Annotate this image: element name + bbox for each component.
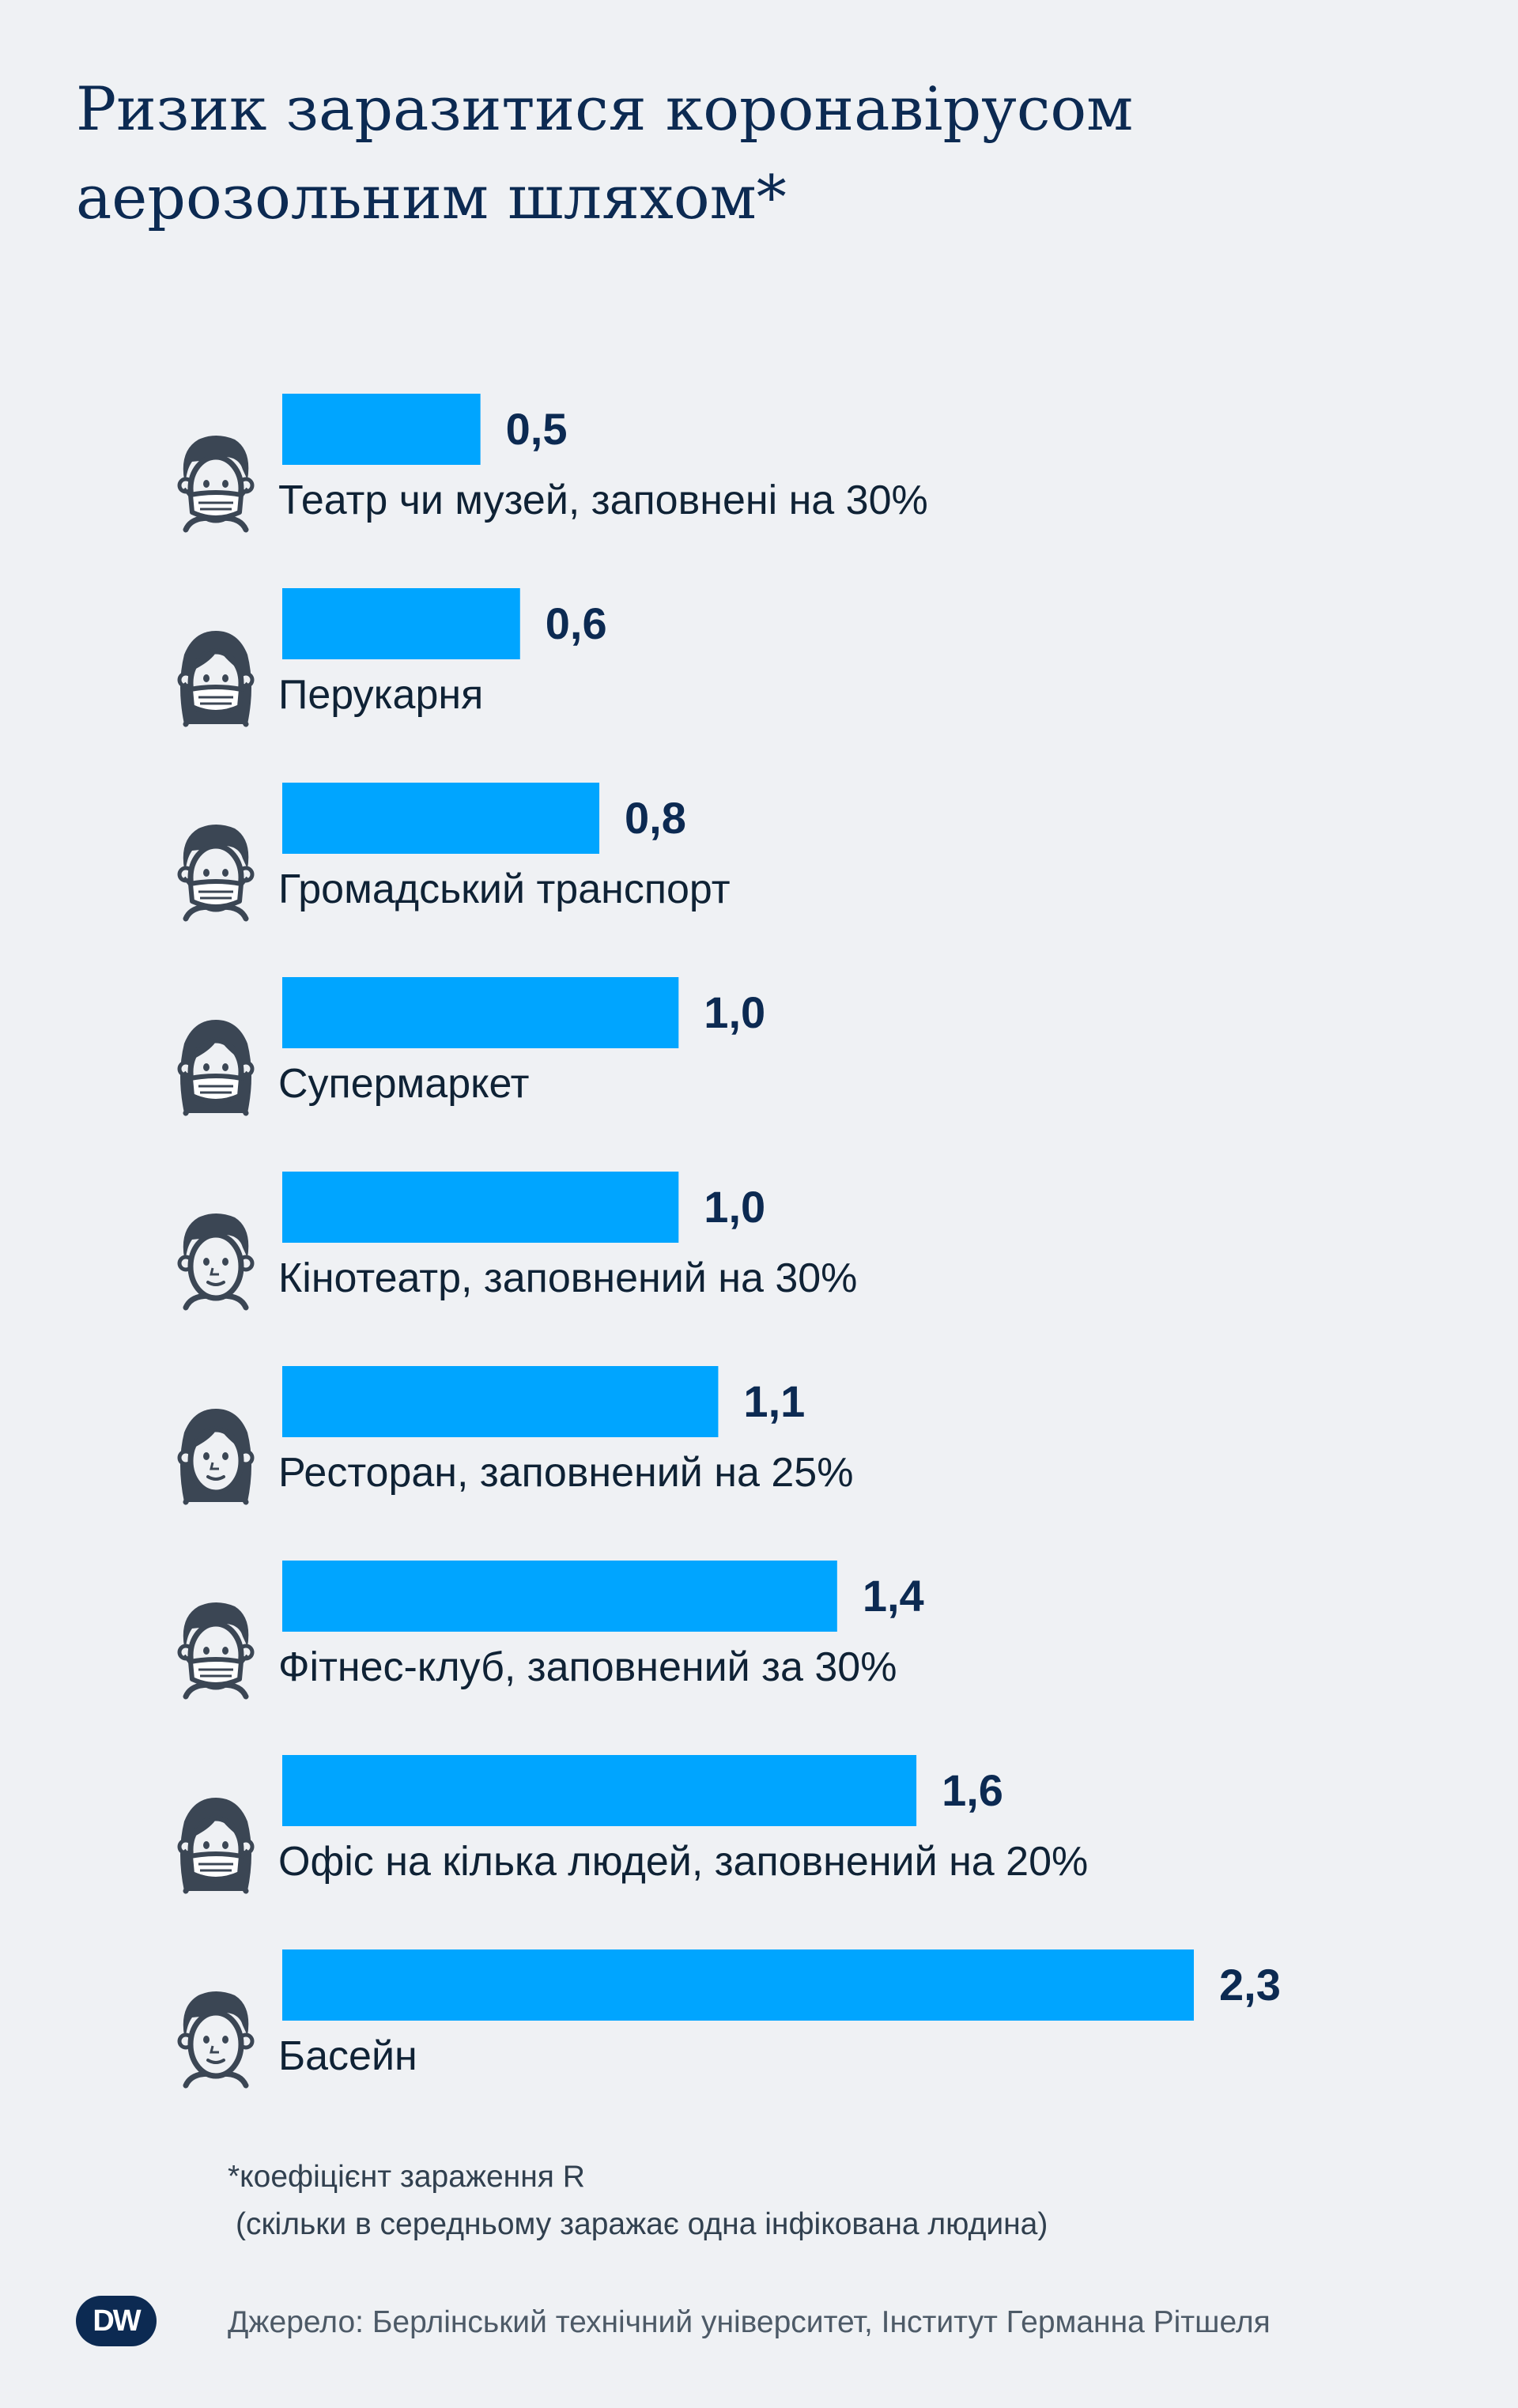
bar <box>282 1172 679 1243</box>
category-label: Громадський транспорт <box>278 866 731 912</box>
footnote-line-1: *коефіцієнт зараження R <box>228 2160 585 2194</box>
value-label: 0,5 <box>506 404 568 454</box>
chart-title: Ризик заразитися коронавірусом аерозольн… <box>76 74 1134 232</box>
source-text: Джерело: Берлінський технічний університ… <box>228 2305 1271 2339</box>
category-label: Театр чи музей, заповнені на 30% <box>278 477 928 523</box>
bar <box>282 783 600 854</box>
masked-woman-icon <box>177 631 255 727</box>
bar <box>282 977 679 1048</box>
footnote-line-2: (скільки в середньому заражає одна інфік… <box>236 2207 1048 2241</box>
category-label: Басейн <box>278 2033 417 2079</box>
masked-woman-icon <box>177 1798 255 1894</box>
value-label: 0,6 <box>546 598 607 648</box>
value-label: 1,6 <box>942 1765 1003 1815</box>
value-label: 2,3 <box>1219 1960 1281 2010</box>
masked-woman-icon <box>177 1020 255 1116</box>
value-label: 1,0 <box>704 1182 765 1232</box>
category-label: Перукарня <box>278 672 483 718</box>
bar <box>282 1366 719 1437</box>
bar <box>282 394 481 465</box>
category-label: Фітнес-клуб, заповнений за 30% <box>278 1644 897 1690</box>
masked-man-icon <box>177 436 255 533</box>
category-label: Кінотеатр, заповнений на 30% <box>278 1255 857 1301</box>
value-label: 1,0 <box>704 987 765 1037</box>
dw-logo-text: DW <box>93 2304 141 2338</box>
dw-logo: DW <box>76 2296 157 2346</box>
bar <box>282 1755 917 1826</box>
category-label: Ресторан, заповнений на 25% <box>278 1450 853 1496</box>
bar <box>282 588 520 659</box>
bar-chart: 0,5 Театр чи музей, заповнені на 30% 0,6 Пе… <box>177 394 1281 2089</box>
masked-man-icon <box>177 825 255 922</box>
man-icon <box>177 1213 255 1311</box>
value-label: 0,8 <box>625 793 686 843</box>
woman-icon <box>177 1409 255 1505</box>
masked-man-icon <box>177 1602 255 1700</box>
category-label: Супермаркет <box>278 1061 529 1107</box>
bar <box>282 1949 1194 2021</box>
bar <box>282 1561 837 1632</box>
category-label: Офіс на кілька людей, заповнений на 20% <box>278 1839 1088 1885</box>
value-label: 1,4 <box>863 1571 924 1621</box>
value-label: 1,1 <box>743 1376 805 1426</box>
man-icon <box>177 1991 255 2089</box>
